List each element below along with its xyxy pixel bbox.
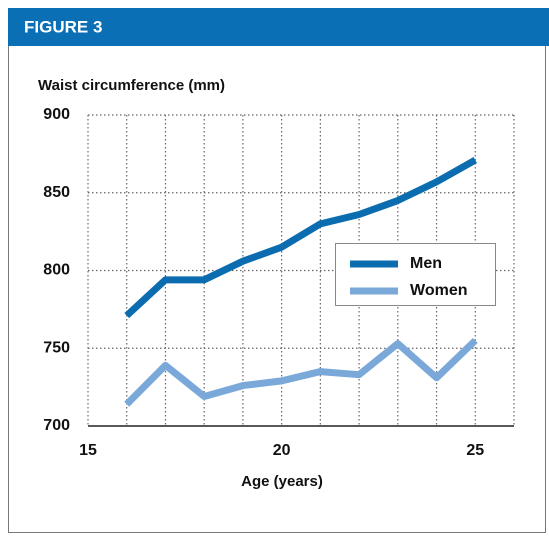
y-axis-label: Waist circumference (mm) — [38, 77, 225, 94]
series-line — [124, 157, 477, 319]
x-tick-label: 25 — [466, 442, 484, 459]
header-title: FIGURE 3 — [24, 17, 102, 36]
y-tick-label: 900 — [43, 106, 70, 123]
y-tick-label: 700 — [43, 417, 70, 434]
y-tick-label: 800 — [43, 262, 70, 279]
x-tick-label: 15 — [79, 442, 97, 459]
x-tick-label: 20 — [273, 442, 291, 459]
y-tick-label: 850 — [43, 184, 70, 201]
legend-label: Women — [410, 282, 467, 299]
legend-label: Men — [410, 255, 442, 272]
legend-box — [335, 243, 496, 306]
x-axis-label: Age (years) — [241, 473, 323, 490]
y-tick-label: 750 — [43, 339, 70, 356]
header-bar — [8, 8, 549, 46]
series-line — [124, 337, 478, 407]
